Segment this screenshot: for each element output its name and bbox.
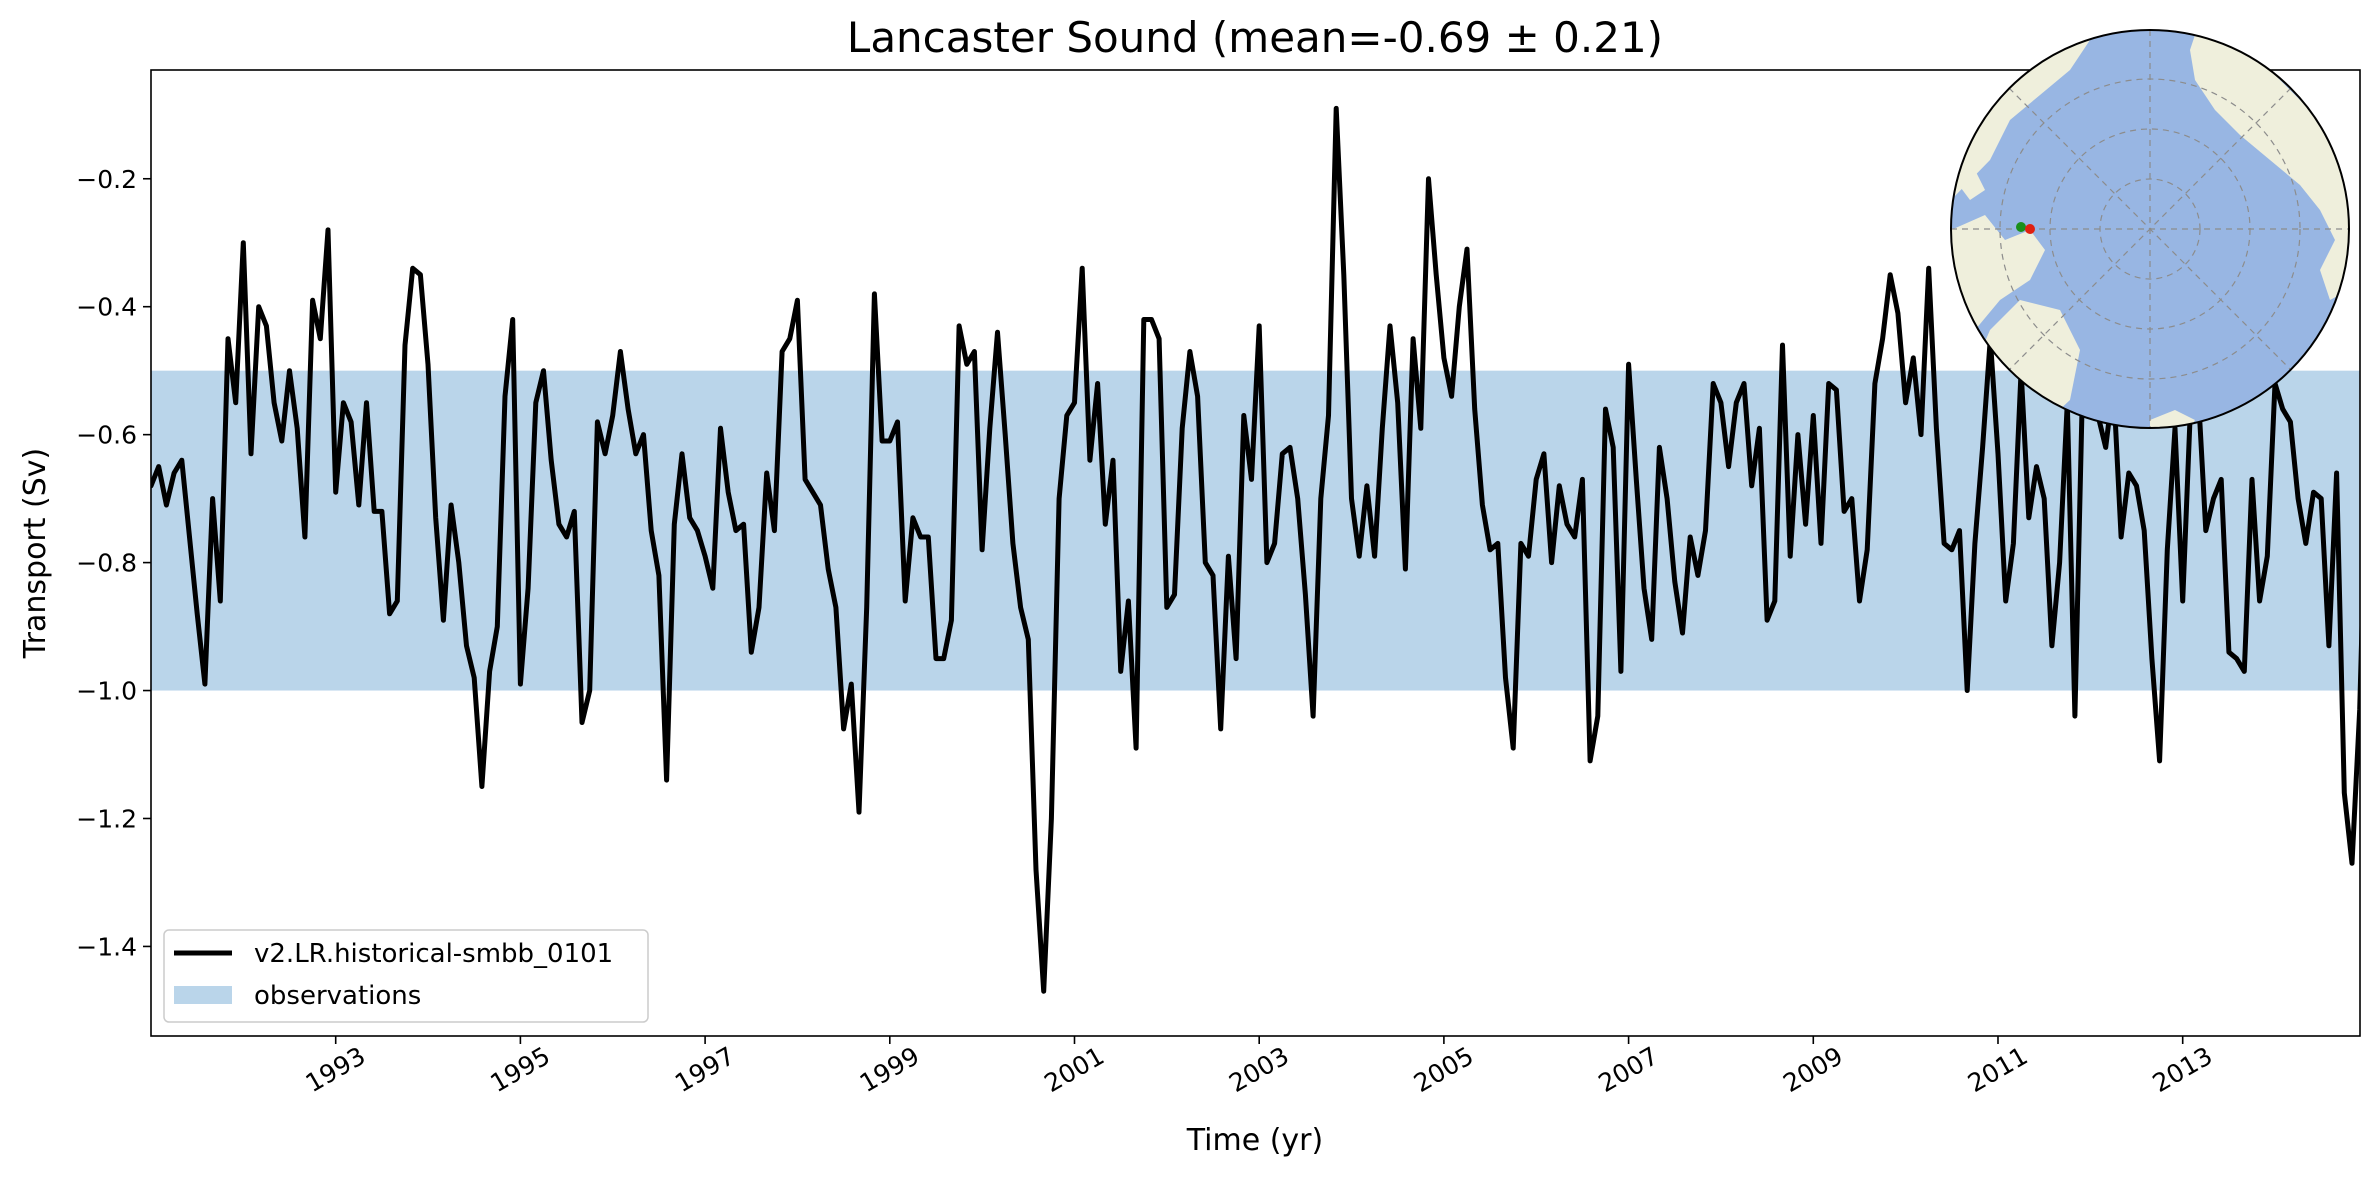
y-tick-label: −0.2 bbox=[76, 165, 137, 194]
x-tick-label: 2009 bbox=[1778, 1041, 1848, 1098]
series-line-0 bbox=[151, 105, 2360, 994]
map-border bbox=[1950, 29, 2350, 429]
land-canada-archipelago bbox=[1951, 215, 2045, 350]
land-iceland bbox=[2150, 410, 2195, 428]
legend-label-series: v2.LR.historical-smbb_0101 bbox=[254, 939, 613, 969]
land-baffin bbox=[1955, 170, 1985, 200]
chart-title: Lancaster Sound (mean=-0.69 ± 0.21) bbox=[847, 13, 1663, 62]
x-tick-label: 2001 bbox=[1039, 1041, 1109, 1098]
x-tick-label: 2007 bbox=[1594, 1041, 1664, 1098]
map-graticule bbox=[1951, 30, 2349, 428]
map-marker-end bbox=[2025, 224, 2035, 234]
x-tick-label: 2013 bbox=[2148, 1041, 2218, 1098]
land-eurasia bbox=[2190, 30, 2349, 300]
y-tick-label: −0.6 bbox=[76, 421, 137, 450]
y-axis-ticks: −1.4 −1.2 −1.0 −0.8 −0.6 −0.4 −0.2 bbox=[76, 165, 151, 961]
plot-frame bbox=[150, 69, 2361, 1037]
arctic-location-map bbox=[1950, 29, 2350, 429]
x-tick-label: 2005 bbox=[1409, 1041, 1479, 1098]
x-tick-label: 2003 bbox=[1224, 1041, 1294, 1098]
y-tick-label: −1.2 bbox=[76, 804, 137, 833]
x-axis-ticks: 1993 1995 1997 1999 2001 2003 2005 2007 2009 2011… bbox=[301, 1036, 2218, 1098]
x-tick-label: 2011 bbox=[1963, 1041, 2033, 1098]
y-axis-label: Transport (Sv) bbox=[18, 448, 53, 660]
x-axis-label: Time (yr) bbox=[1186, 1123, 1323, 1158]
x-tick-label: 1999 bbox=[855, 1041, 925, 1098]
y-tick-label: −0.4 bbox=[76, 293, 137, 322]
legend-label-observations: observations bbox=[254, 981, 421, 1011]
y-tick-label: −0.8 bbox=[76, 549, 137, 578]
y-tick-label: −1.0 bbox=[76, 677, 137, 706]
series-layer bbox=[151, 105, 2360, 994]
map-marker-start bbox=[2016, 222, 2026, 232]
y-tick-label: −1.4 bbox=[76, 932, 137, 961]
x-tick-label: 1993 bbox=[301, 1041, 371, 1098]
legend: v2.LR.historical-smbb_0101 observations bbox=[163, 929, 649, 1023]
x-tick-label: 1995 bbox=[485, 1041, 555, 1098]
legend-swatch-observations bbox=[174, 986, 232, 1004]
legend-box bbox=[163, 929, 649, 1023]
x-tick-label: 1997 bbox=[670, 1041, 740, 1098]
